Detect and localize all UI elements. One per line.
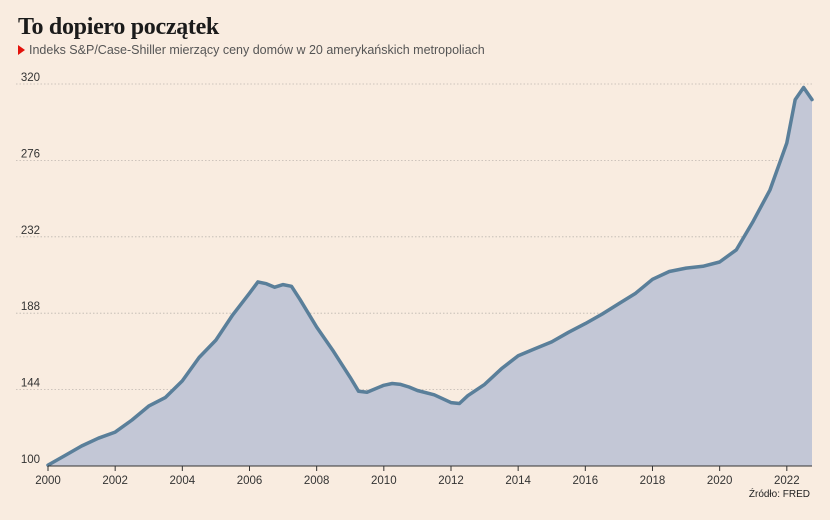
x-tick-label: 2014 bbox=[505, 475, 531, 487]
y-tick-label: 188 bbox=[21, 301, 40, 313]
x-tick-label: 2006 bbox=[237, 475, 263, 487]
x-tick-label: 2012 bbox=[438, 475, 464, 487]
y-tick-label: 100 bbox=[21, 454, 40, 466]
x-tick-label: 2016 bbox=[573, 475, 599, 487]
red-triangle-icon bbox=[18, 45, 25, 55]
chart-subtitle: Indeks S&P/Case-Shiller mierzący ceny do… bbox=[18, 43, 485, 57]
chart-title: To dopiero początek bbox=[18, 14, 219, 40]
y-tick-label: 232 bbox=[21, 225, 40, 237]
y-tick-label: 276 bbox=[21, 148, 40, 160]
series-line bbox=[46, 85, 814, 467]
x-tick-label: 2004 bbox=[170, 475, 196, 487]
chart-subtitle-text: Indeks S&P/Case-Shiller mierzący ceny do… bbox=[29, 43, 485, 57]
x-tick-label: 2002 bbox=[102, 475, 128, 487]
x-tick-label: 2008 bbox=[304, 475, 330, 487]
series-area bbox=[48, 87, 812, 466]
y-axis-labels: 100 144 188 232 276 320 bbox=[21, 72, 41, 466]
x-tick-label: 2022 bbox=[774, 475, 800, 487]
x-tick-label: 2010 bbox=[371, 475, 397, 487]
source-note: Źródło: FRED bbox=[748, 489, 810, 500]
x-tick-label: 2018 bbox=[640, 475, 666, 487]
y-tick-label: 320 bbox=[21, 72, 40, 84]
x-tick-label: 2020 bbox=[707, 475, 733, 487]
x-axis-ticks: 2000 2002 2004 2006 2008 2010 2012 2014 2016 2018… bbox=[35, 466, 800, 487]
x-tick-label: 2000 bbox=[35, 475, 61, 487]
y-tick-label: 144 bbox=[21, 378, 41, 390]
